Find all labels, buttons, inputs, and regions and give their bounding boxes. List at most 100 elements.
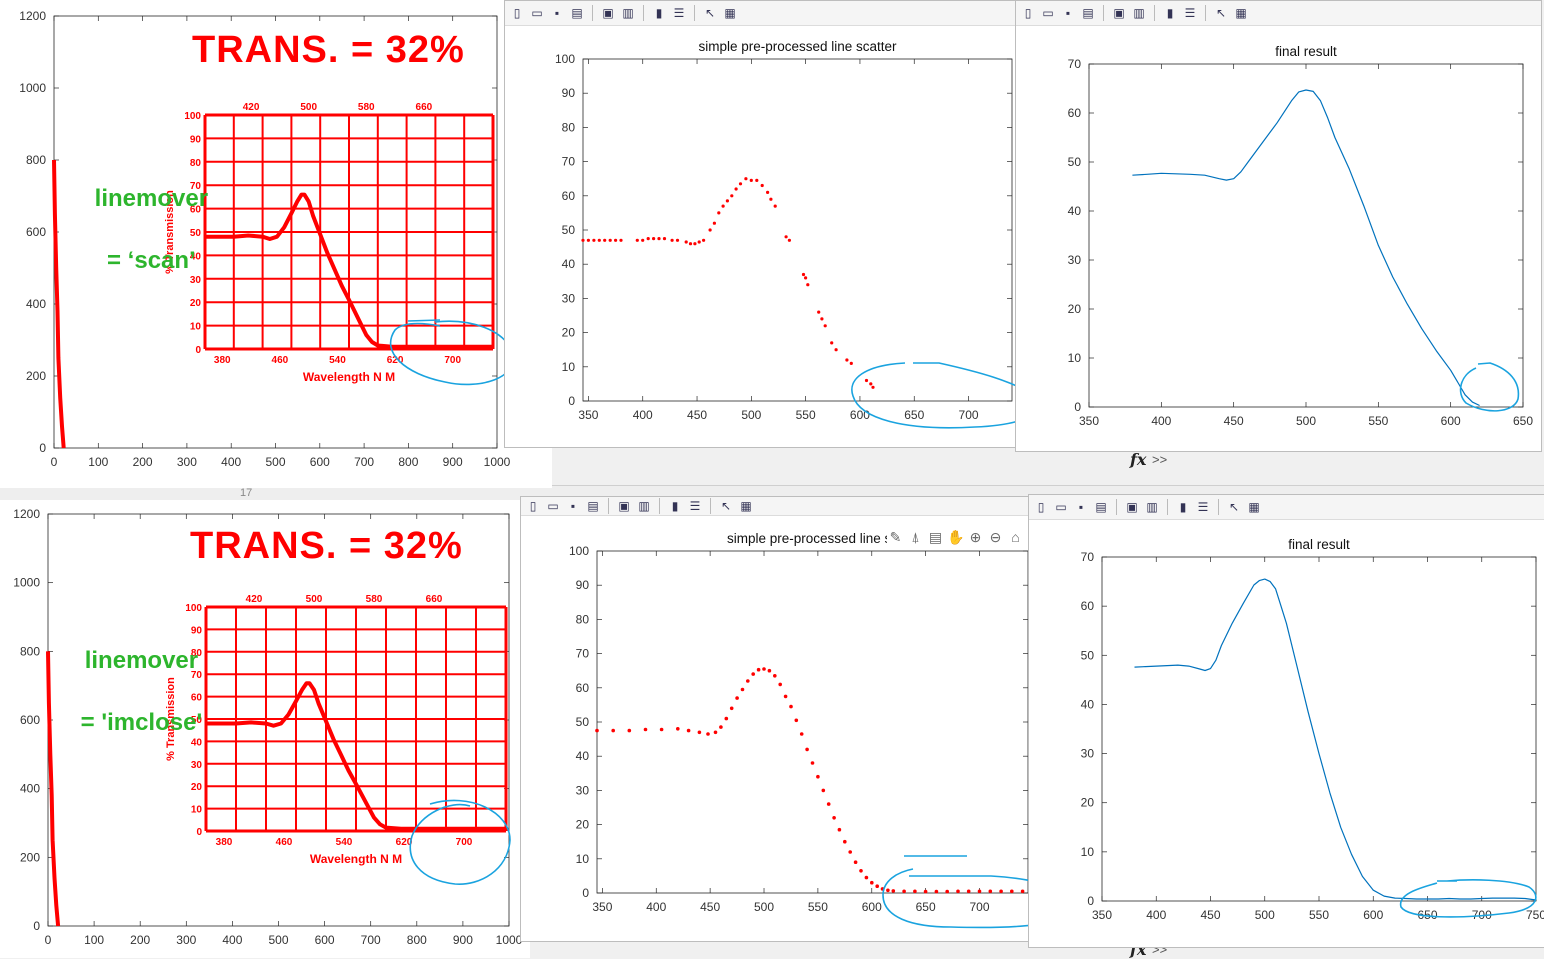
print-icon[interactable]: ▤ <box>1082 6 1094 20</box>
pointer-icon[interactable]: ↖ <box>1228 500 1240 514</box>
insert-colorbar-icon[interactable]: ▮ <box>1166 6 1174 20</box>
save-icon[interactable]: ▪ <box>570 499 576 513</box>
scatter-point <box>697 240 701 244</box>
scatter-point <box>643 727 648 732</box>
fx-command-prompt[interactable]: fx <box>1130 450 1147 469</box>
save-icon[interactable]: ▪ <box>554 6 560 20</box>
print-icon[interactable]: ▤ <box>587 499 599 513</box>
scanned-transmission-curve <box>205 192 493 349</box>
insert-legend-icon[interactable]: ☰ <box>1197 500 1209 514</box>
new-figure-icon[interactable]: ▯ <box>513 6 521 20</box>
y-tick-label: 1200 <box>13 507 40 521</box>
print-icon[interactable]: ▤ <box>1095 500 1107 514</box>
inner-y-tick-label: 30 <box>191 760 203 771</box>
inner-y-tick-label: 80 <box>191 648 203 659</box>
x-tick-label: 550 <box>808 900 828 914</box>
x-tick-label: 400 <box>222 933 242 947</box>
scatter-point <box>740 687 745 692</box>
x-tick-label: 450 <box>700 900 720 914</box>
x-tick-label: 650 <box>1513 414 1533 428</box>
insert-legend-icon[interactable]: ☰ <box>689 499 701 513</box>
save-icon[interactable]: ▪ <box>1078 500 1084 514</box>
scatter-point <box>945 889 949 894</box>
save-icon[interactable]: ▪ <box>1065 6 1071 20</box>
zoom-in-icon[interactable]: ⊕ <box>969 529 982 545</box>
property-editor-icon[interactable]: ▦ <box>1248 500 1260 514</box>
brush-icon[interactable]: ✎ <box>889 529 902 545</box>
inner-y-tick-label: 100 <box>184 111 201 122</box>
y-tick-label: 50 <box>1081 648 1095 662</box>
insert-colorbar-icon[interactable]: ▮ <box>671 499 679 513</box>
image-red-column <box>52 159 66 449</box>
inner-y-tick-label: 70 <box>191 670 203 681</box>
y-tick-label: 60 <box>1068 106 1082 120</box>
y-tick-label: 70 <box>576 647 590 661</box>
link-icon[interactable]: ▥ <box>638 499 650 513</box>
scatter-point <box>586 238 590 242</box>
y-tick-label: 70 <box>1068 57 1082 71</box>
inner-y-tick-label: 90 <box>191 625 203 636</box>
scatter-point <box>646 237 650 241</box>
pointer-icon[interactable]: ↖ <box>720 499 732 513</box>
scatter-point <box>767 668 772 673</box>
data-tip-icon[interactable]: ⍋ <box>911 529 920 545</box>
result-axes-top: 350 400 450 500 550 600 650 0 10 20 30 40 50 60 70 fina… <box>1068 44 1534 428</box>
print-preview-icon[interactable]: ▣ <box>1113 6 1125 20</box>
x-tick-label: 500 <box>268 933 288 947</box>
print-preview-icon[interactable]: ▣ <box>618 499 630 513</box>
y-tick-label: 800 <box>20 644 40 658</box>
link-icon[interactable]: ▥ <box>622 6 634 20</box>
insert-colorbar-icon[interactable]: ▮ <box>1179 500 1187 514</box>
open-file-icon[interactable]: ▭ <box>547 499 559 513</box>
x-tick-label: 900 <box>443 455 463 469</box>
scatter-point <box>923 889 928 894</box>
zoom-out-icon[interactable]: ⊖ <box>989 529 1002 545</box>
x-tick-label: 800 <box>398 455 418 469</box>
property-editor-icon[interactable]: ▦ <box>1235 6 1247 20</box>
inner-x-label: Wavelength N M <box>310 852 402 866</box>
chart-title: simple pre-processed line sc <box>727 531 898 546</box>
fx-chevron[interactable]: >> <box>1152 452 1168 467</box>
x-tick-label: 350 <box>1079 414 1099 428</box>
home-icon[interactable]: ⌂ <box>1011 529 1020 545</box>
insert-legend-icon[interactable]: ☰ <box>673 6 685 20</box>
pan-icon[interactable]: ✋ <box>947 529 965 545</box>
insert-legend-icon[interactable]: ☰ <box>1184 6 1196 20</box>
insert-colorbar-icon[interactable]: ▮ <box>655 6 663 20</box>
scatter-point <box>891 889 896 893</box>
y-tick-label: 200 <box>26 369 46 383</box>
property-editor-icon[interactable]: ▤ <box>928 529 943 545</box>
y-tick-label: 30 <box>562 291 576 305</box>
scatter-point <box>848 850 852 854</box>
property-editor-icon[interactable]: ▦ <box>724 6 736 20</box>
print-preview-icon[interactable]: ▣ <box>602 6 614 20</box>
scatter-point <box>766 190 770 194</box>
print-icon[interactable]: ▤ <box>571 6 583 20</box>
inner-y-tick-label: 40 <box>191 737 203 748</box>
link-icon[interactable]: ▥ <box>1133 6 1145 20</box>
x-tick-label: 550 <box>1368 414 1388 428</box>
pointer-icon[interactable]: ↖ <box>1215 6 1227 20</box>
property-editor-icon[interactable]: ▦ <box>740 499 752 513</box>
y-tick-label: 50 <box>562 223 576 237</box>
print-preview-icon[interactable]: ▣ <box>1126 500 1138 514</box>
scatter-point <box>730 194 734 198</box>
toolbar-separator <box>592 5 593 21</box>
y-tick-label: 20 <box>1068 302 1082 316</box>
figure-toolbar: ▯ ▭ ▪ ▤ ▣ ▥ ▮ ☰ ↖ ▦ <box>505 1 1019 26</box>
x-tick-label: 700 <box>959 408 979 422</box>
inner-y-tick-label: 40 <box>190 251 202 262</box>
scatter-point <box>662 237 667 241</box>
open-file-icon[interactable]: ▭ <box>531 6 543 20</box>
new-figure-icon[interactable]: ▯ <box>1037 500 1045 514</box>
open-file-icon[interactable]: ▭ <box>1042 6 1054 20</box>
link-icon[interactable]: ▥ <box>1146 500 1158 514</box>
new-figure-icon[interactable]: ▯ <box>1024 6 1032 20</box>
new-figure-icon[interactable]: ▯ <box>529 499 537 513</box>
pointer-icon[interactable]: ↖ <box>704 6 716 20</box>
scatter-point <box>603 238 607 242</box>
x-tick-label: 500 <box>1255 908 1275 922</box>
open-file-icon[interactable]: ▭ <box>1055 500 1067 514</box>
annotation-line-1: linemover <box>94 185 209 212</box>
scatter-point <box>755 178 759 182</box>
